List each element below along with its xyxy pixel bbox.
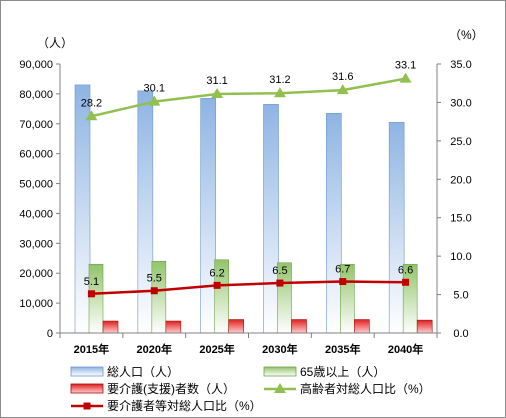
care-ratio-marker — [150, 287, 158, 295]
care-ratio-data-label: 6.7 — [335, 264, 350, 276]
bar-care-recipients — [354, 319, 370, 334]
right-axis-unit: （%） — [449, 28, 484, 42]
right-axis-ticks: 0.0 5.0 10.0 15.0 20.0 25.0 30.0 35.0 — [437, 59, 472, 340]
legend-total-population-label: 総人口（人） — [107, 365, 179, 379]
x-tick-label: 2015年 — [74, 342, 109, 356]
left-tick-label: 30,000 — [19, 238, 53, 250]
aging-ratio-marker — [211, 87, 224, 98]
right-tick-label: 20.0 — [450, 174, 471, 186]
care-ratio-marker — [87, 290, 95, 298]
x-tick-label: 2020年 — [137, 342, 172, 356]
care-ratio-marker — [339, 278, 347, 286]
legend-aged-65-plus-swatch — [263, 366, 297, 377]
aging-ratio-marker — [399, 72, 412, 83]
bar-care-recipients — [291, 319, 307, 334]
aging-ratio-data-label: 31.1 — [206, 75, 227, 87]
left-axis-unit: （人） — [37, 36, 73, 50]
right-tick-label: 25.0 — [450, 136, 471, 148]
x-tick-label: 2025年 — [199, 342, 234, 356]
legend-care-recipients-label: 要介護(支援)者数（人） — [107, 381, 235, 396]
x-tick-label: 2035年 — [325, 342, 360, 356]
aging-ratio-marker — [148, 95, 161, 106]
left-tick-label: 10,000 — [19, 298, 53, 310]
aging-ratio-data-label: 31.6 — [332, 71, 353, 83]
bar-total-population — [263, 104, 279, 334]
aging-ratio-data-label: 28.2 — [81, 97, 102, 109]
legend-care-recipients-swatch — [70, 383, 104, 394]
care-ratio-data-label: 6.5 — [272, 265, 287, 277]
bar-total-population — [388, 121, 405, 334]
left-tick-label: 80,000 — [19, 89, 53, 101]
bar-total-population — [137, 90, 154, 334]
left-tick-label: 20,000 — [19, 268, 53, 280]
care-ratio-data-label: 6.2 — [209, 267, 224, 279]
left-tick-label: 40,000 — [19, 208, 53, 220]
bar-care-recipients — [165, 320, 182, 334]
left-tick-label: 90,000 — [19, 59, 53, 71]
care-ratio-line — [91, 280, 406, 296]
care-ratio-data-label: 6.6 — [398, 264, 413, 276]
x-tick-label: 2040年 — [388, 342, 423, 356]
bar-aged-65-plus — [88, 263, 104, 334]
bar-care-recipients — [102, 320, 119, 334]
aging-ratio-marker — [336, 84, 349, 95]
aging-ratio-line — [91, 77, 406, 118]
bar-care-recipients — [416, 319, 433, 334]
left-axis-ticks: 0 10,000 20,000 30,000 40,000 50,000 60,000 70,… — [19, 59, 60, 340]
right-tick-label: 10.0 — [450, 251, 471, 263]
x-tick-label: 2030年 — [262, 342, 297, 356]
care-ratio-data-label: 5.5 — [147, 273, 162, 285]
legend-aging-ratio-label: 高齢者対総人口比（%） — [300, 381, 431, 396]
legend-aging-ratio-swatch-marker — [274, 383, 286, 393]
care-ratio-marker — [402, 278, 410, 286]
care-ratio-marker — [213, 281, 221, 289]
x-axis-ticks: 2015年 2020年 2025年 2030年 2035年 2040年 — [59, 333, 438, 356]
aging-ratio-marker — [85, 110, 98, 121]
bar-total-population — [200, 98, 216, 334]
aging-ratio-data-label: 33.1 — [395, 60, 416, 72]
legend-care-ratio-swatch-marker — [83, 402, 91, 410]
care-ratio-data-label: 5.1 — [84, 276, 99, 288]
legend-total-population-swatch — [70, 366, 104, 377]
bar-care-recipients — [228, 319, 244, 334]
aging-ratio-data-label: 30.1 — [144, 83, 165, 95]
bar-total-population — [326, 113, 342, 334]
bar-series — [74, 84, 433, 334]
right-tick-label: 30.0 — [450, 97, 471, 109]
line-series: 28.2 30.1 31.1 31.2 31.6 33.1 5.1 5.5 6.2 6.5 6.7 6… — [81, 60, 416, 298]
left-tick-label: 0 — [47, 328, 53, 340]
left-tick-label: 70,000 — [19, 119, 53, 131]
right-tick-label: 15.0 — [450, 213, 471, 225]
care-ratio-marker — [276, 279, 284, 287]
aging-ratio-marker — [273, 87, 286, 98]
right-tick-label: 5.0 — [453, 290, 468, 302]
aging-ratio-data-label: 31.2 — [269, 74, 290, 86]
legend-aged-65-plus-label: 65歳以上（人） — [300, 365, 385, 379]
bar-total-population — [74, 84, 91, 334]
legend: 総人口（人） 65歳以上（人） 要介護(支援)者数（人） 高齢者対総人口比（%） 要介護… — [70, 365, 431, 413]
right-tick-label: 0.0 — [453, 328, 468, 340]
left-tick-label: 50,000 — [19, 179, 53, 191]
legend-care-ratio-label: 要介護者等対総人口比（%） — [107, 398, 262, 413]
right-tick-label: 35.0 — [450, 59, 471, 71]
left-tick-label: 60,000 — [19, 149, 53, 161]
